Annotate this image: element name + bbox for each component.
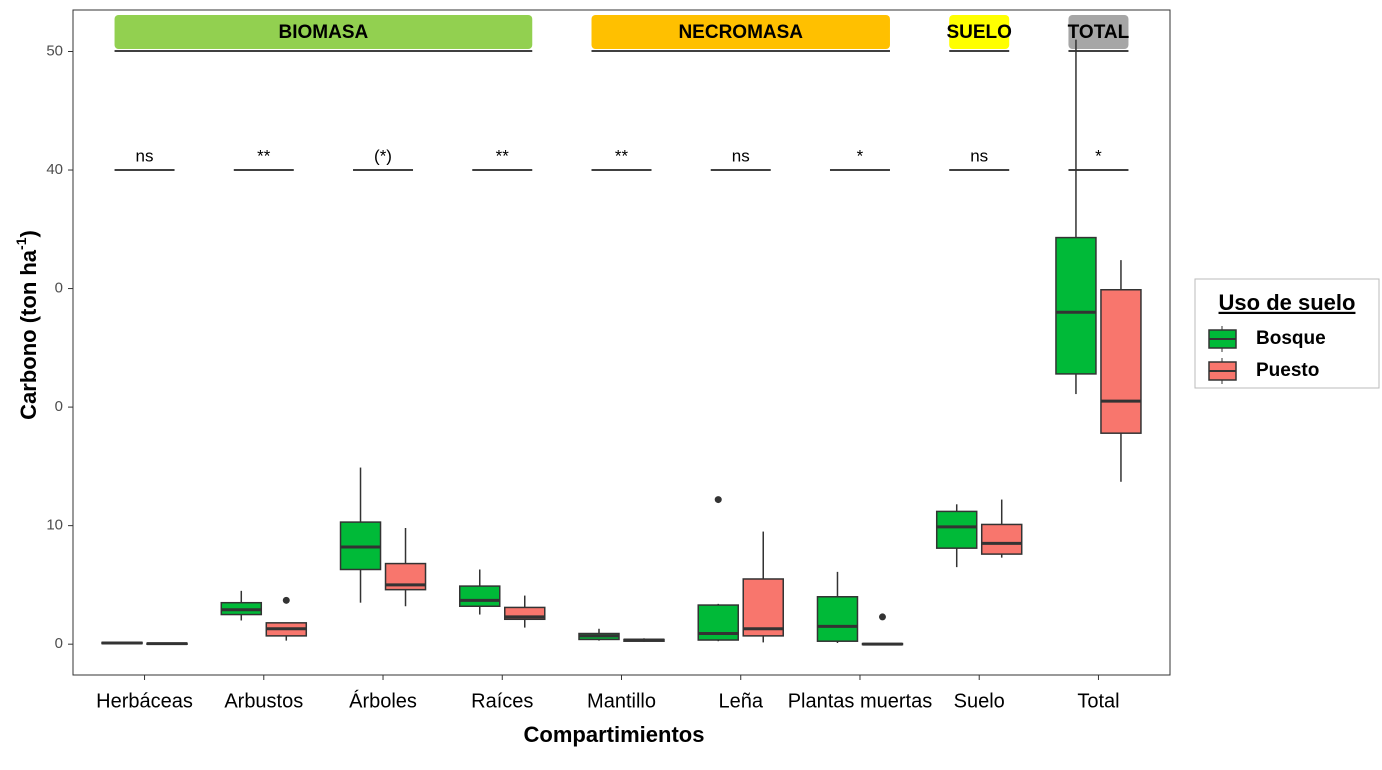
box xyxy=(980,523,1023,555)
group-label: SUELO xyxy=(946,22,1011,43)
y-axis-title-part: ) xyxy=(16,230,41,237)
x-tick-label: Raíces xyxy=(471,690,533,712)
box xyxy=(742,578,784,637)
x-tick-label: Arbustos xyxy=(224,690,303,712)
outlier xyxy=(714,496,722,504)
y-tick-label: 0 xyxy=(55,280,63,297)
legend-title: Uso de suelo xyxy=(1219,290,1356,315)
y-axis-title-part: Carbono (ton ha xyxy=(16,249,41,420)
legend-label: Puesto xyxy=(1256,360,1319,381)
significance-label: (*) xyxy=(374,146,392,165)
x-tick-label: Mantillo xyxy=(587,690,656,712)
x-tick-label: Herbáceas xyxy=(96,690,193,712)
significance-label: ** xyxy=(615,146,629,165)
group-label: BIOMASA xyxy=(279,22,369,43)
x-tick-label: Plantas muertas xyxy=(788,690,933,712)
box xyxy=(1055,236,1097,375)
y-tick-label: 10 xyxy=(46,517,63,534)
box xyxy=(504,606,546,621)
significance-label: ** xyxy=(496,146,510,165)
x-tick-label: Suelo xyxy=(954,690,1005,712)
x-tick-label: Total xyxy=(1077,690,1119,712)
plot-panel xyxy=(72,9,1171,676)
y-tick-label: 50 xyxy=(46,42,63,59)
box xyxy=(935,510,978,549)
significance-label: ns xyxy=(970,146,988,165)
group-label: NECROMASA xyxy=(678,22,803,43)
significance-label: * xyxy=(1095,146,1102,165)
legend-label: Bosque xyxy=(1256,328,1326,349)
y-tick-label: 0 xyxy=(55,635,63,652)
x-tick-label: Árboles xyxy=(349,689,417,712)
box xyxy=(459,585,501,607)
group-header xyxy=(1068,15,1129,49)
group-header xyxy=(114,15,533,49)
significance-label: ns xyxy=(136,146,154,165)
y-axis-title-sup: -1 xyxy=(13,237,29,250)
x-axis-title: Compartimientos xyxy=(524,722,705,747)
x-tick-label: Leña xyxy=(718,690,763,712)
y-axis-title: Carbono (ton ha-1) xyxy=(13,230,41,420)
significance-label: * xyxy=(857,146,864,165)
group-label: TOTAL xyxy=(1068,22,1130,43)
y-tick-label: 40 xyxy=(46,161,63,178)
significance-label: ** xyxy=(257,146,271,165)
group-header xyxy=(949,15,1010,49)
significance-label: ns xyxy=(732,146,750,165)
group-header xyxy=(591,15,890,49)
box xyxy=(1100,289,1142,434)
outlier xyxy=(878,613,886,621)
box xyxy=(816,596,859,642)
y-tick-label: 0 xyxy=(55,398,63,415)
outlier xyxy=(282,596,290,604)
